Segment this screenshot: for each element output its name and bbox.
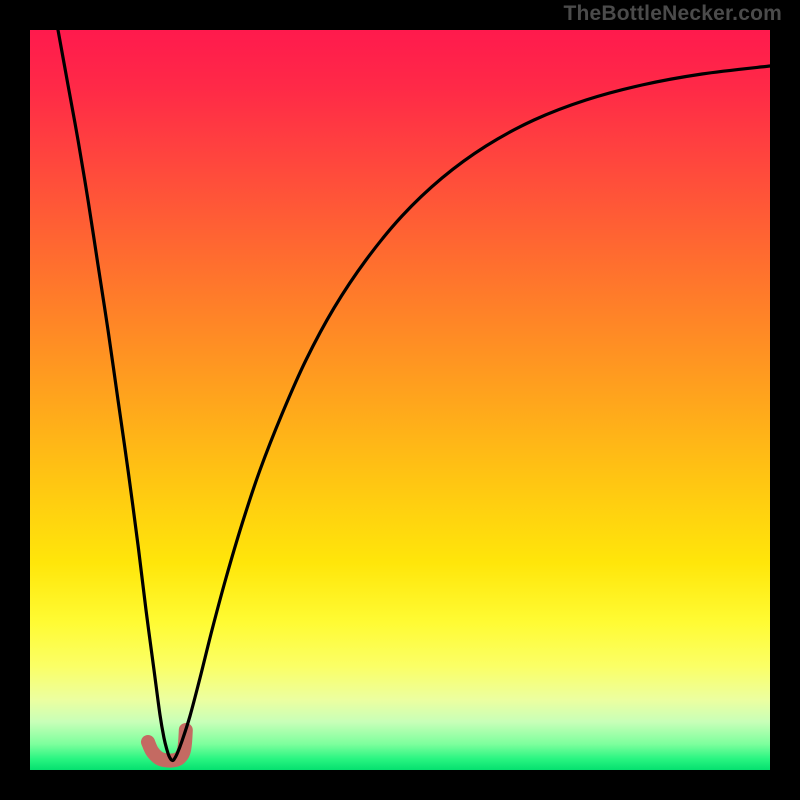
bottleneck-curve xyxy=(58,30,770,761)
plot-area xyxy=(30,30,770,770)
chart-frame: TheBottleNecker.com xyxy=(0,0,800,800)
curve-layer xyxy=(30,30,770,770)
watermark-text: TheBottleNecker.com xyxy=(563,2,782,26)
